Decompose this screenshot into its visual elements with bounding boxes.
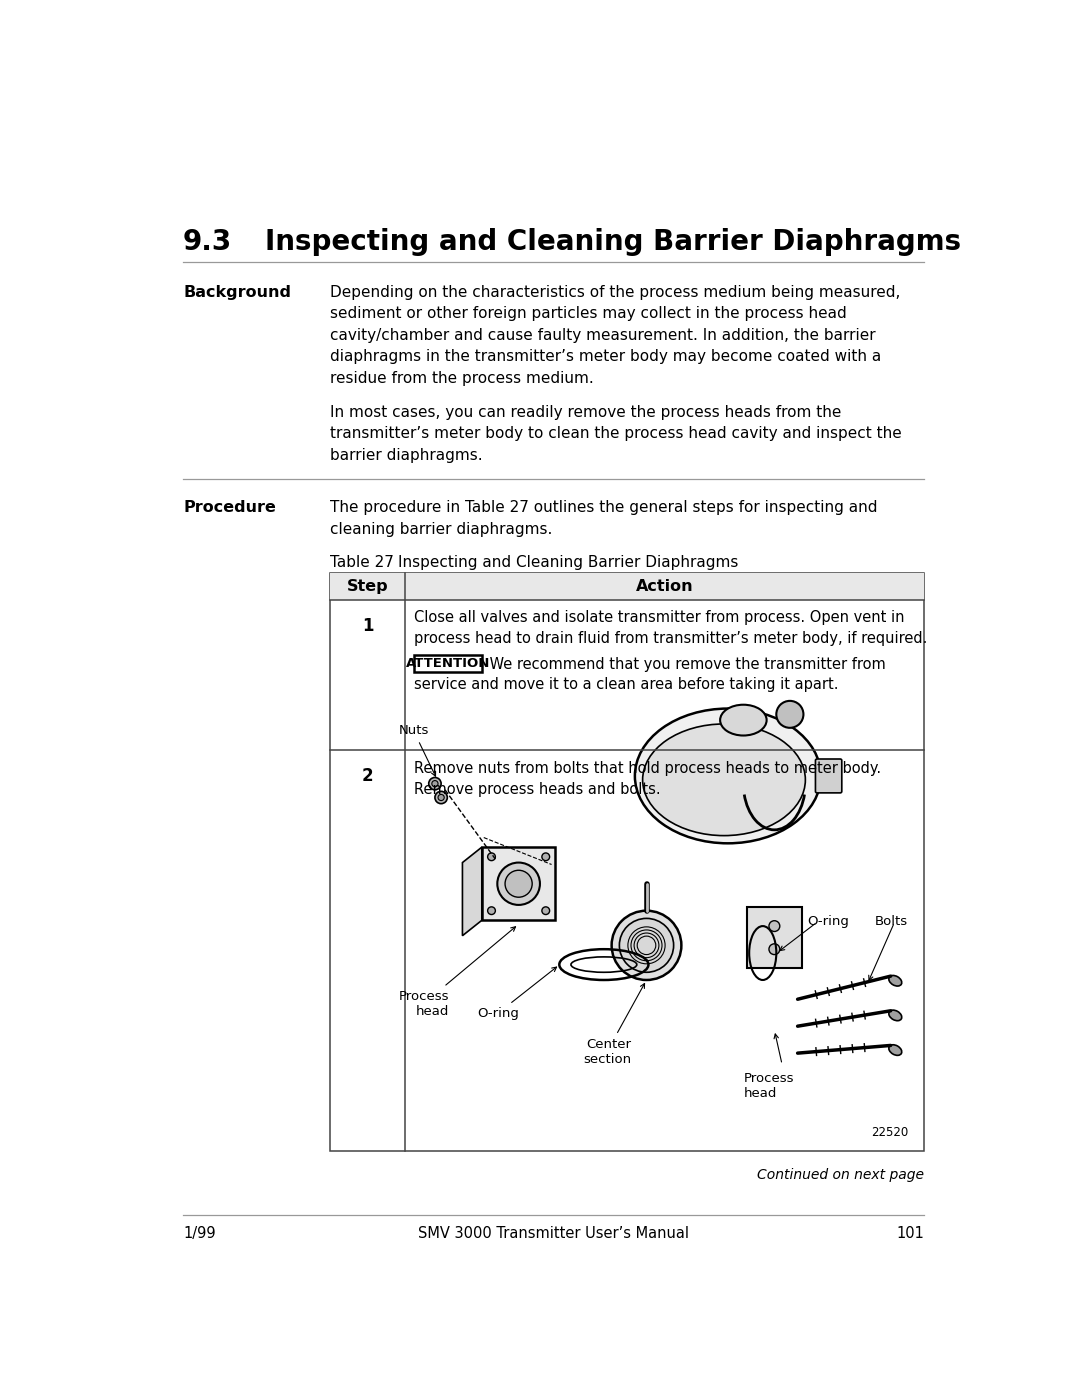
Ellipse shape [488,907,496,915]
Ellipse shape [769,921,780,932]
Bar [330,573,924,1151]
Text: In most cases, you can readily remove the process heads from the
transmitter’s m: In most cases, you can readily remove th… [330,405,902,462]
Text: Depending on the characteristics of the process medium being measured,
sediment : Depending on the characteristics of the … [330,285,901,386]
Text: ATTENTION: ATTENTION [406,657,490,671]
Text: Step: Step [347,578,389,594]
Text: The procedure in Table 27 outlines the general steps for inspecting and
cleaning: The procedure in Table 27 outlines the g… [330,500,878,536]
Ellipse shape [889,975,902,986]
Text: 101: 101 [896,1227,924,1242]
FancyBboxPatch shape [815,759,841,793]
Ellipse shape [488,854,496,861]
Text: Procedure: Procedure [183,500,275,515]
Ellipse shape [505,870,532,897]
Ellipse shape [542,854,550,861]
Ellipse shape [643,724,806,835]
Text: O-ring: O-ring [807,915,849,928]
Text: Process
head: Process head [399,926,515,1017]
Polygon shape [462,847,482,936]
Text: O-ring: O-ring [476,967,556,1020]
Bar [330,573,924,599]
Text: service and move it to a clean area before taking it apart.: service and move it to a clean area befo… [414,676,838,692]
Text: Action: Action [635,578,693,594]
Text: 22520: 22520 [872,1126,908,1140]
Text: Background: Background [183,285,291,300]
Text: Remove nuts from bolts that hold process heads to meter body.
Remove process hea: Remove nuts from bolts that hold process… [414,760,881,796]
Text: Close all valves and isolate transmitter from process. Open vent in
process head: Close all valves and isolate transmitter… [414,610,928,647]
Text: Process
head: Process head [743,1073,794,1101]
Text: Continued on next page: Continued on next page [757,1168,924,1182]
Ellipse shape [889,1045,902,1055]
Ellipse shape [542,907,550,915]
Ellipse shape [497,862,540,905]
Ellipse shape [438,795,444,800]
Ellipse shape [720,704,767,735]
Bar [482,847,555,921]
Ellipse shape [889,1010,902,1021]
Text: 1: 1 [362,616,374,634]
Ellipse shape [777,701,804,728]
Text: Nuts: Nuts [399,725,435,777]
Text: 1/99: 1/99 [183,1227,216,1242]
Ellipse shape [769,944,780,954]
Ellipse shape [619,918,674,972]
Text: 2: 2 [362,767,374,785]
Text: SMV 3000 Transmitter User’s Manual: SMV 3000 Transmitter User’s Manual [418,1227,689,1242]
Ellipse shape [635,708,821,844]
Bar [414,655,482,672]
Text: Table 27: Table 27 [330,555,394,570]
Text: 9.3: 9.3 [183,228,232,256]
Text: We recommend that you remove the transmitter from: We recommend that you remove the transmi… [485,657,886,672]
Ellipse shape [429,778,441,789]
Text: Bolts: Bolts [875,915,908,928]
Text: Inspecting and Cleaning Barrier Diaphragms: Inspecting and Cleaning Barrier Diaphrag… [266,228,961,256]
Ellipse shape [611,911,681,979]
Ellipse shape [432,781,438,787]
Ellipse shape [435,791,447,803]
Text: Center
section: Center section [583,983,645,1066]
Bar [747,907,801,968]
Text: Inspecting and Cleaning Barrier Diaphragms: Inspecting and Cleaning Barrier Diaphrag… [399,555,739,570]
